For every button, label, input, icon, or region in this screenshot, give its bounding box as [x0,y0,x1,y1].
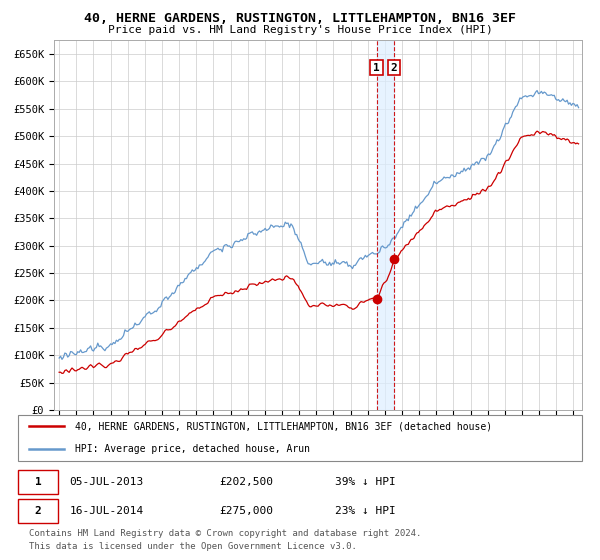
Text: 40, HERNE GARDENS, RUSTINGTON, LITTLEHAMPTON, BN16 3EF: 40, HERNE GARDENS, RUSTINGTON, LITTLEHAM… [84,12,516,25]
Text: 2: 2 [35,506,41,516]
FancyBboxPatch shape [18,498,58,522]
Text: 05-JUL-2013: 05-JUL-2013 [70,477,144,487]
Text: Price paid vs. HM Land Registry's House Price Index (HPI): Price paid vs. HM Land Registry's House … [107,25,493,35]
Text: 39% ↓ HPI: 39% ↓ HPI [335,477,395,487]
FancyBboxPatch shape [18,415,582,461]
Text: 2: 2 [391,63,397,73]
Text: 16-JUL-2014: 16-JUL-2014 [70,506,144,516]
FancyBboxPatch shape [18,470,58,494]
Text: 23% ↓ HPI: 23% ↓ HPI [335,506,395,516]
Text: £202,500: £202,500 [220,477,274,487]
Text: 40, HERNE GARDENS, RUSTINGTON, LITTLEHAMPTON, BN16 3EF (detached house): 40, HERNE GARDENS, RUSTINGTON, LITTLEHAM… [76,421,493,431]
Text: Contains HM Land Registry data © Crown copyright and database right 2024.
This d: Contains HM Land Registry data © Crown c… [29,529,422,550]
Bar [377,40,394,410]
Text: £275,000: £275,000 [220,506,274,516]
Text: 1: 1 [373,63,380,73]
Text: HPI: Average price, detached house, Arun: HPI: Average price, detached house, Arun [76,444,310,454]
Text: 1: 1 [35,477,41,487]
